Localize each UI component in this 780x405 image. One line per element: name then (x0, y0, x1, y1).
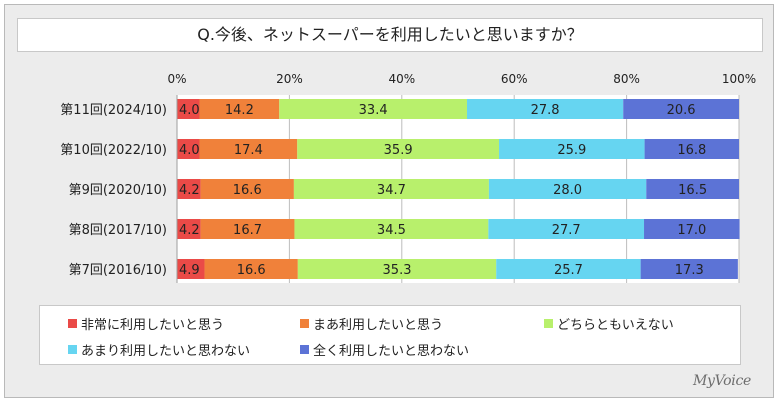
bar-segment (177, 259, 205, 279)
legend-item: 全く利用したいと思わない (300, 340, 469, 359)
x-tick-label: 20% (276, 72, 303, 86)
bar-segment (199, 139, 298, 159)
data-label: 4.0 (179, 103, 200, 118)
legend-item: あまり利用したいと思わない (68, 340, 250, 359)
data-label: 34.7 (377, 183, 406, 198)
bar-segment (297, 259, 497, 279)
data-label: 16.6 (237, 263, 266, 278)
bar-segment (466, 99, 624, 119)
bar-segment (297, 139, 500, 159)
data-label: 4.2 (179, 223, 200, 238)
data-label: 16.8 (677, 143, 706, 158)
x-tick-label: 100% (722, 72, 756, 86)
bar-segment (496, 259, 641, 279)
legend-label: あまり利用したいと思わない (81, 344, 251, 359)
legend-item: まあ利用したいと思う (300, 314, 443, 333)
bar-segment (204, 259, 298, 279)
bar-segment (644, 219, 740, 239)
data-label: 16.5 (678, 183, 707, 198)
chart-frame: Q.今後、ネットスーパーを利用したいと思いますか？ 0% 20% 40% 60% 80%… (4, 4, 774, 398)
data-label: 14.2 (225, 103, 254, 118)
bar-segment (200, 219, 295, 239)
bar-segment (640, 259, 738, 279)
bar-segment (499, 139, 645, 159)
row-label: 第11回(2024/10) (60, 103, 167, 118)
bar-segment (200, 179, 294, 199)
legend-item: 非常に利用したいと思う (68, 314, 224, 333)
legend-swatch (68, 345, 77, 354)
bar-segment (177, 179, 201, 199)
legend-label: どちらともいえない (557, 318, 674, 333)
row-label: 第8回(2017/10) (69, 223, 167, 238)
x-tick-label: 0% (167, 72, 186, 86)
data-label: 17.0 (677, 223, 706, 238)
x-tick-label: 40% (388, 72, 415, 86)
row-label: 第7回(2016/10) (69, 263, 167, 278)
plot-area: 0% 20% 40% 60% 80% 100% 第11回(2024/10) 4.0 14.2 33… (15, 67, 767, 287)
bar-segment (623, 99, 739, 119)
legend-label: まあ利用したいと思う (313, 318, 444, 333)
bar-segment (488, 179, 647, 199)
data-label: 34.5 (377, 223, 406, 238)
bar-segment (199, 99, 280, 119)
data-label: 4.0 (179, 143, 200, 158)
legend-label: 非常に利用したいと思う (81, 318, 225, 333)
data-label: 17.4 (234, 143, 263, 158)
bar-segment (294, 219, 489, 239)
stacked-bar-chart: 0% 20% 40% 60% 80% 100% 第11回(2024/10) 4.0 14.2 33… (60, 72, 756, 283)
bar-segment (644, 139, 739, 159)
bar-segment (177, 219, 201, 239)
data-label: 25.9 (557, 143, 586, 158)
bar-segment (177, 139, 200, 159)
bar-segment (177, 99, 200, 119)
data-label: 20.6 (667, 103, 696, 118)
data-label: 28.0 (553, 183, 582, 198)
x-tick-label: 80% (613, 72, 640, 86)
legend-item: どちらともいえない (544, 314, 674, 333)
brand-logo: MyVoice (692, 373, 751, 389)
data-label: 35.3 (383, 263, 412, 278)
data-label: 35.9 (384, 143, 413, 158)
legend-swatch (68, 319, 77, 328)
data-label: 27.8 (531, 103, 560, 118)
legend-swatch (300, 345, 309, 354)
chart-title: Q.今後、ネットスーパーを利用したいと思いますか？ (17, 18, 763, 52)
bar-segment (488, 219, 645, 239)
row-label: 第10回(2022/10) (60, 143, 167, 158)
data-label: 16.6 (233, 183, 262, 198)
data-label: 17.3 (675, 263, 704, 278)
row-label: 第9回(2020/10) (69, 183, 167, 198)
legend-label: 全く利用したいと思わない (313, 344, 470, 359)
x-tick-label: 60% (501, 72, 528, 86)
data-label: 16.7 (233, 223, 262, 238)
data-label: 33.4 (359, 103, 388, 118)
bar-segment (279, 99, 467, 119)
data-label: 27.7 (552, 223, 581, 238)
data-label: 4.9 (179, 263, 200, 278)
legend-swatch (300, 319, 309, 328)
bar-segment (646, 179, 739, 199)
bar-segment (293, 179, 489, 199)
data-label: 4.2 (179, 183, 200, 198)
legend: 非常に利用したいと思う まあ利用したいと思う どちらともいえないあまり利用したいと思… (39, 305, 741, 365)
data-label: 25.7 (554, 263, 583, 278)
legend-swatch (544, 319, 553, 328)
